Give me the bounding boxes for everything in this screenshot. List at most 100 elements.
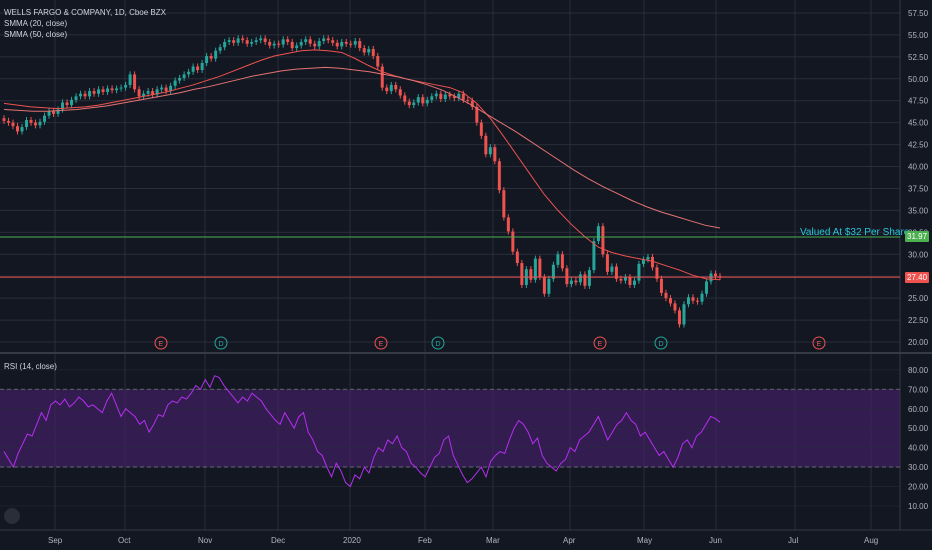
x-tick-label: Apr — [563, 536, 576, 545]
smma20-line — [3, 49, 721, 281]
candle-body — [587, 270, 591, 286]
smma50-line — [3, 66, 721, 229]
candle-body — [641, 259, 645, 264]
candle-body — [38, 121, 42, 126]
y-tick-label: 50.00 — [908, 75, 929, 84]
candle-body — [205, 55, 209, 64]
event-marker-d — [431, 336, 445, 350]
green-price-badge: 31.97 — [905, 231, 930, 242]
candle-body — [385, 87, 389, 92]
y-tick-label: 37.50 — [908, 184, 929, 193]
candle-body — [493, 147, 497, 162]
candle-body — [268, 41, 272, 46]
candle-body — [506, 217, 510, 232]
candle-body — [106, 88, 110, 92]
candle-body — [655, 267, 659, 279]
candle-body — [11, 122, 15, 127]
y-tick-label: 52.50 — [908, 53, 929, 62]
rsi-tick-label: 80.00 — [908, 366, 929, 375]
candle-body — [497, 161, 501, 191]
candle-body — [25, 120, 29, 128]
candle-body — [407, 101, 411, 106]
candle-body — [83, 93, 87, 97]
candle-body — [646, 256, 650, 260]
candle-body — [250, 41, 254, 44]
candle-body — [227, 40, 231, 42]
candle-body — [137, 89, 141, 97]
candle-body — [317, 41, 321, 47]
candle-body — [677, 310, 681, 325]
candle-body — [412, 102, 416, 106]
candle-body — [448, 94, 452, 97]
tradingview-logo-icon[interactable] — [4, 508, 20, 524]
candle-body — [529, 269, 533, 280]
x-tick-label: Aug — [864, 536, 878, 545]
y-tick-label: 30.00 — [908, 250, 929, 259]
candle-body — [344, 41, 348, 44]
candle-body — [241, 38, 245, 41]
candle-body — [556, 254, 560, 265]
candle-body — [92, 91, 96, 94]
red-price-badge: 27.40 — [905, 272, 930, 283]
chart-title: WELLS FARGO & COMPANY, 1D, Cboe BZX — [4, 8, 166, 17]
candle-body — [628, 277, 632, 285]
candle-body — [551, 264, 555, 279]
x-tick-label: Dec — [271, 536, 285, 545]
candle-body — [547, 278, 551, 294]
candle-body — [362, 48, 366, 53]
candle-body — [632, 280, 636, 285]
candle-body — [2, 118, 6, 121]
candle-body — [29, 120, 33, 123]
candle-body — [196, 66, 200, 71]
event-marker-label: E — [379, 341, 384, 348]
candle-body — [650, 256, 654, 268]
candle-body — [200, 63, 204, 71]
candle-body — [209, 55, 213, 59]
candle-body — [299, 41, 303, 46]
candle-body — [439, 93, 443, 99]
candle-body — [470, 100, 474, 107]
candle-body — [349, 43, 353, 45]
smma20-legend: SMMA (20, close) — [4, 19, 68, 28]
candle-body — [79, 93, 83, 97]
candle-body — [443, 94, 447, 99]
candle-body — [214, 50, 218, 59]
x-tick-label: Feb — [418, 536, 432, 545]
candle-body — [128, 74, 132, 85]
candle-body — [596, 226, 600, 242]
candle-body — [295, 45, 299, 49]
candle-body — [610, 266, 614, 272]
y-tick-label: 40.00 — [908, 163, 929, 172]
candle-body — [182, 74, 186, 78]
candle-body — [664, 292, 668, 299]
candle-body — [142, 93, 146, 97]
candle-body — [659, 278, 663, 293]
candle-body — [637, 263, 641, 281]
x-tick-label: Jun — [709, 536, 722, 545]
event-marker-label: E — [159, 341, 164, 348]
candle-body — [47, 111, 51, 116]
candle-body — [187, 71, 191, 75]
y-tick-label: 45.00 — [908, 119, 929, 128]
candle-body — [520, 263, 524, 285]
candle-body — [371, 48, 375, 56]
candle-body — [367, 48, 371, 53]
valuation-annotation: Valued At $32 Per Share — [800, 227, 910, 238]
rsi-tick-label: 50.00 — [908, 424, 929, 433]
candle-body — [389, 84, 393, 92]
candle-body — [394, 84, 398, 90]
candle-body — [272, 43, 276, 46]
y-tick-label: 42.50 — [908, 141, 929, 150]
candle-body — [605, 254, 609, 272]
candle-body — [416, 97, 420, 103]
candle-body — [223, 41, 227, 48]
candle-body — [691, 297, 695, 301]
candle-body — [110, 88, 114, 91]
candle-body — [569, 280, 573, 285]
candle-body — [376, 55, 380, 67]
event-marker-d — [214, 336, 228, 350]
candle-body — [398, 89, 402, 96]
candle-body — [614, 266, 618, 279]
rsi-tick-label: 30.00 — [908, 463, 929, 472]
